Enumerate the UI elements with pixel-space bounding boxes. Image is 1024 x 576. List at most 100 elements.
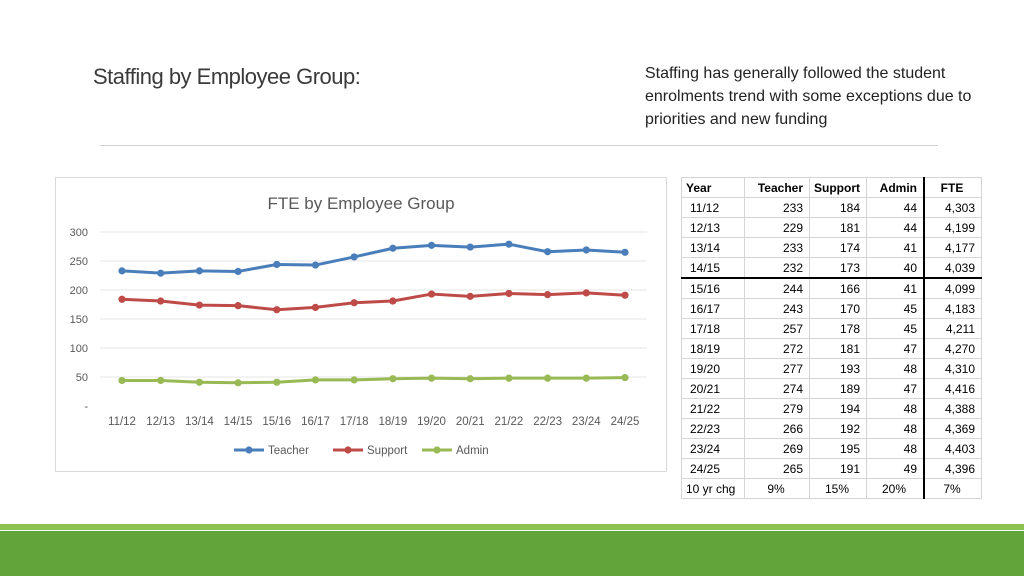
column-header: Teacher (744, 177, 810, 198)
data-point-admin (311, 376, 320, 384)
value-cell: 48 (866, 438, 925, 459)
data-point-teacher (273, 260, 281, 269)
data-point-teacher (389, 244, 397, 252)
chart-canvas: FTE by Employee Group - 50 100 150 200 250 300 1… (70, 194, 647, 457)
y-tick-label: 250 (70, 256, 88, 268)
x-tick-label: 15/16 (262, 416, 291, 428)
value-cell: 266 (744, 418, 810, 439)
chart-title: FTE by Employee Group (267, 194, 454, 213)
table-row: 15/16 244 166 41 4,099 (681, 277, 982, 299)
x-tick-label: 18/19 (378, 416, 407, 428)
value-cell: 4,403 (923, 438, 982, 459)
year-cell: 16/17 (681, 298, 745, 319)
data-point-admin (466, 375, 474, 383)
x-tick-label: 20/21 (456, 416, 485, 428)
value-cell: 48 (866, 398, 925, 419)
data-point-teacher (195, 267, 203, 275)
x-tick-label: 16/17 (301, 416, 330, 428)
data-point-support (466, 292, 474, 300)
value-cell: 189 (809, 378, 867, 399)
table-row: 12/13 229 181 44 4,199 (681, 217, 982, 238)
data-point-teacher (234, 267, 242, 276)
data-point-support (544, 291, 552, 299)
column-header: FTE (923, 177, 982, 198)
value-cell: 4,369 (923, 418, 982, 439)
table-row: 23/24 269 195 48 4,403 (681, 438, 982, 459)
y-tick-label: 200 (70, 285, 88, 297)
value-cell: 243 (744, 298, 810, 319)
value-cell: 265 (744, 458, 810, 479)
change-value-cell: 7% (923, 478, 982, 499)
value-cell: 48 (866, 358, 925, 379)
legend-swatch-marker (433, 446, 441, 454)
fte-line-chart: FTE by Employee Group - 50 100 150 200 250 300 1… (55, 177, 667, 472)
table-footer-row: 10 yr chg 9% 15% 20% 7% (681, 478, 982, 499)
data-point-support (311, 303, 320, 311)
data-point-support (234, 302, 242, 310)
series-line-teacher (121, 242, 626, 275)
data-point-admin (427, 374, 436, 382)
value-cell: 4,183 (923, 298, 982, 319)
series-line-admin (122, 376, 626, 385)
value-cell: 4,388 (923, 398, 982, 419)
change-label-cell: 10 yr chg (681, 478, 745, 499)
data-point-support (273, 306, 281, 314)
value-cell: 44 (866, 217, 925, 238)
column-header: Support (809, 177, 867, 198)
change-value-cell: 9% (744, 478, 810, 499)
year-cell: 11/12 (681, 197, 745, 218)
value-cell: 184 (809, 197, 867, 218)
value-cell: 44 (866, 197, 925, 218)
change-value-cell: 20% (866, 478, 925, 499)
x-tick-label: 22/23 (533, 416, 562, 428)
x-tick-label: 14/15 (224, 416, 253, 428)
data-point-support (505, 289, 513, 298)
value-cell: 45 (866, 318, 925, 339)
value-cell: 257 (744, 318, 810, 339)
x-tick-label: 12/13 (146, 416, 175, 428)
y-tick-label: 50 (76, 372, 88, 384)
value-cell: 193 (809, 358, 867, 379)
value-cell: 4,396 (923, 458, 982, 479)
year-cell: 20/21 (681, 378, 745, 399)
value-cell: 166 (809, 277, 867, 299)
data-point-admin (273, 378, 281, 386)
value-cell: 279 (744, 398, 810, 419)
year-cell: 19/20 (681, 358, 745, 379)
data-point-teacher (582, 246, 590, 254)
data-point-admin (234, 379, 242, 387)
value-cell: 4,303 (923, 197, 982, 218)
column-header: Admin (866, 177, 925, 198)
data-point-support (621, 291, 629, 299)
value-cell: 274 (744, 378, 810, 399)
slide-title: Staffing by Employee Group: (93, 64, 361, 89)
legend-swatch-marker (245, 446, 253, 454)
table-header-row: Year Teacher Support Admin FTE (681, 177, 982, 198)
y-tick-label: 100 (70, 343, 88, 355)
x-tick-label: 21/22 (495, 416, 524, 428)
footer-band (0, 531, 1024, 576)
data-point-teacher (621, 248, 629, 256)
data-point-admin (195, 378, 203, 386)
table-row: 17/18 257 178 45 4,211 (681, 318, 982, 339)
value-cell: 4,199 (923, 217, 982, 238)
value-cell: 269 (744, 438, 810, 459)
x-tick-label: 13/14 (185, 416, 214, 428)
data-point-admin (582, 374, 590, 382)
value-cell: 181 (809, 217, 867, 238)
value-cell: 233 (744, 237, 810, 258)
year-cell: 18/19 (681, 338, 745, 359)
data-point-admin (157, 376, 165, 385)
footer-accent-line (0, 524, 1024, 530)
data-point-teacher (505, 240, 513, 248)
divider (100, 145, 938, 146)
value-cell: 244 (744, 277, 810, 299)
series-line-support (121, 291, 626, 312)
value-cell: 277 (744, 358, 810, 379)
value-cell: 40 (866, 257, 925, 279)
x-tick-label: 17/18 (340, 416, 369, 428)
year-cell: 12/13 (681, 217, 745, 238)
value-cell: 233 (744, 197, 810, 218)
year-cell: 13/14 (681, 237, 745, 258)
year-cell: 17/18 (681, 318, 745, 339)
